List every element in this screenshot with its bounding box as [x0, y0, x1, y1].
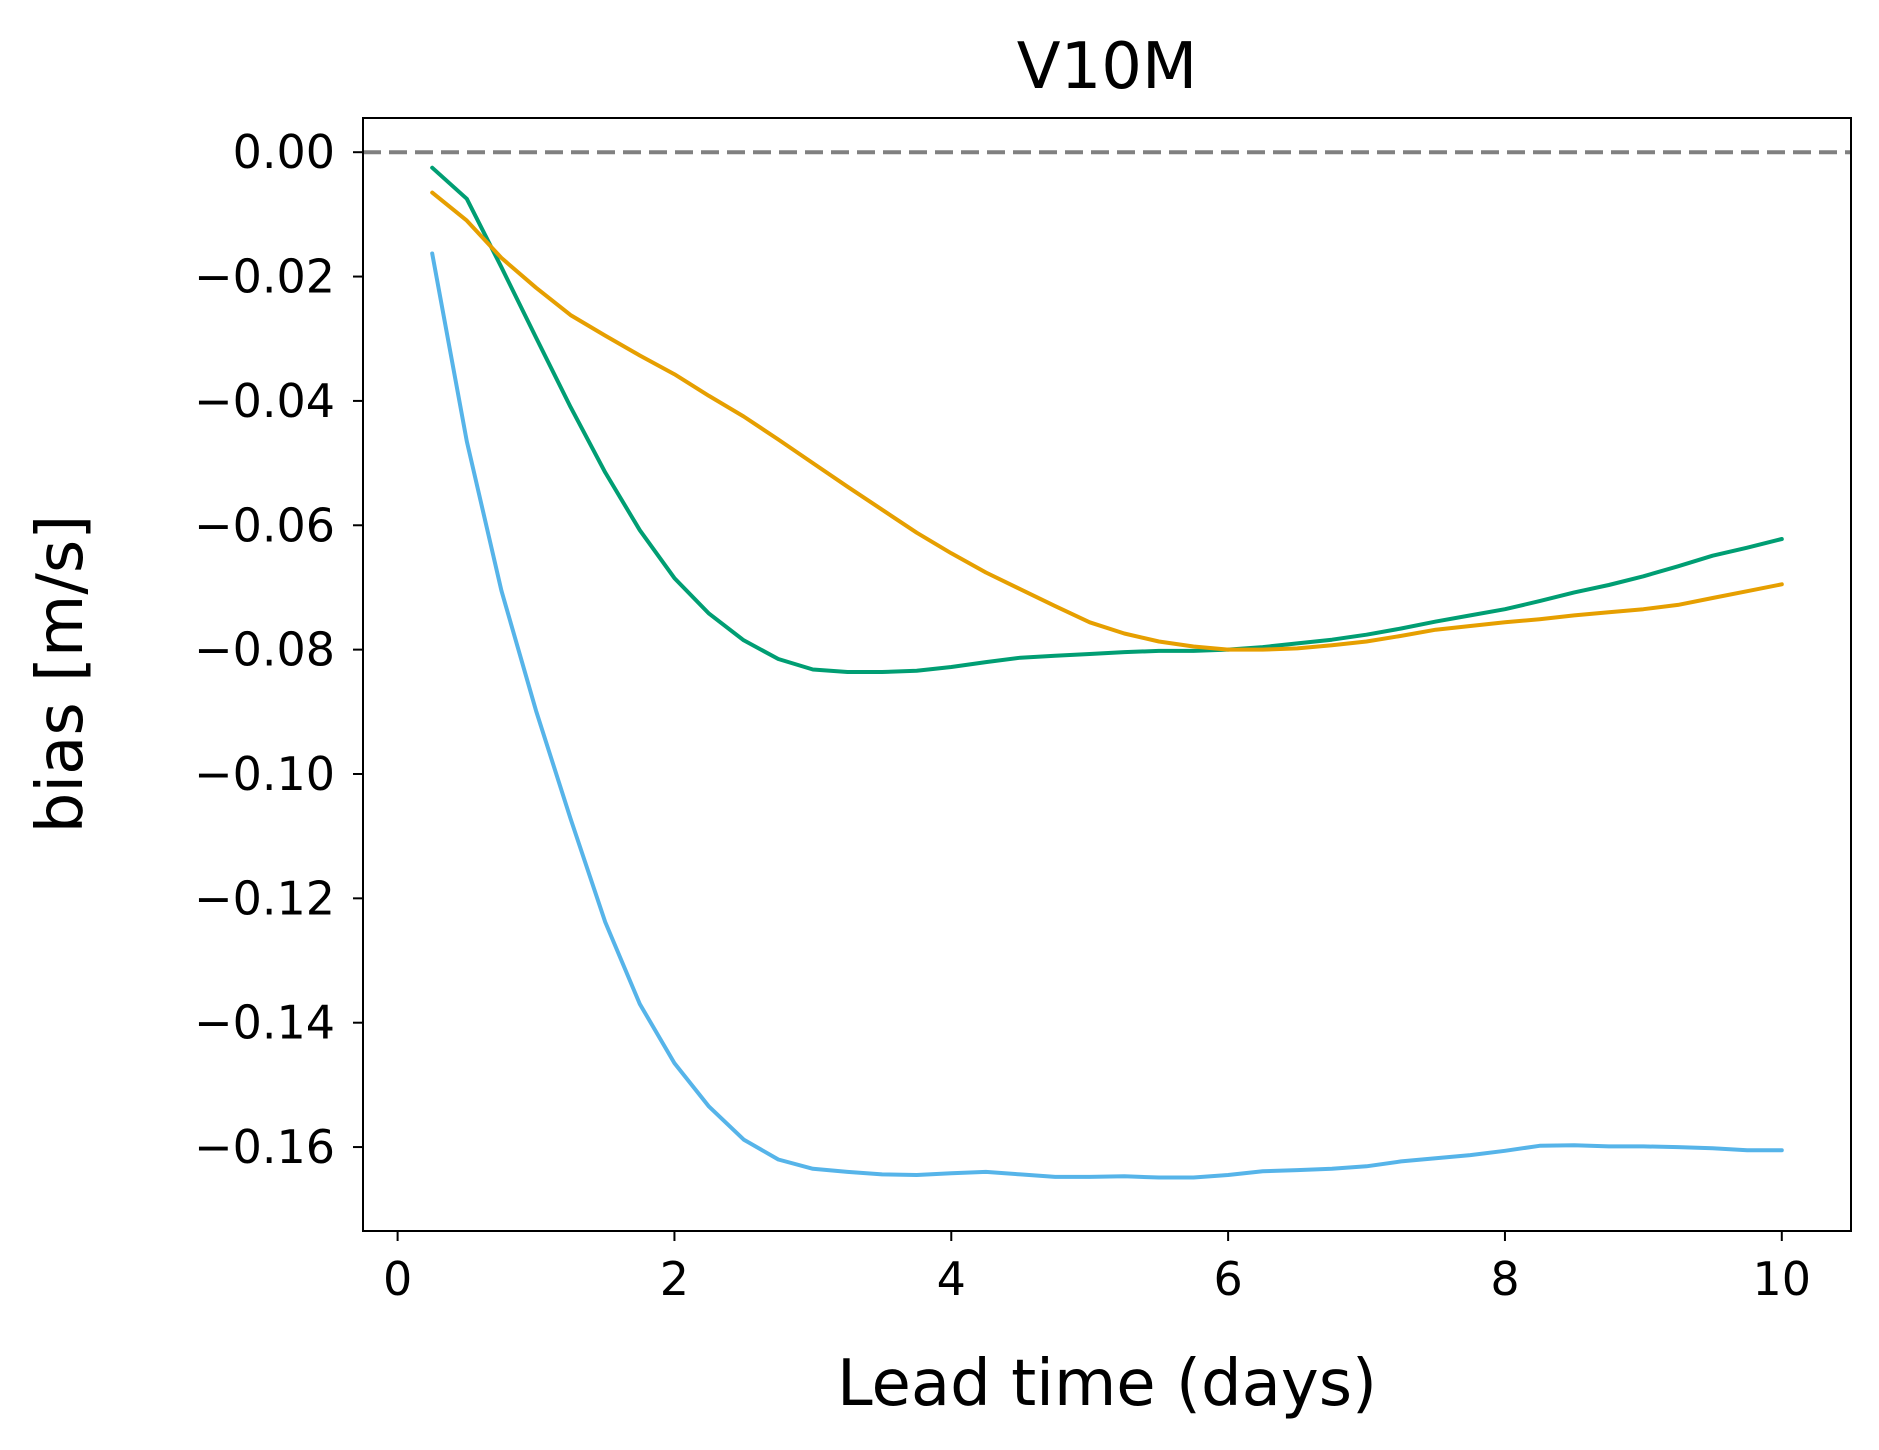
y-tick-label: −0.08 — [194, 623, 335, 677]
y-tick-label: −0.02 — [194, 250, 335, 304]
chart-title: V10M — [1017, 30, 1197, 104]
x-tick-label: 2 — [660, 1252, 689, 1306]
plot-frame — [362, 117, 1852, 1232]
y-tick-label: −0.04 — [194, 374, 335, 428]
x-tick-label: 4 — [937, 1252, 966, 1306]
series-layer — [430, 165, 1784, 1180]
x-axis-ticks: 0 2 4 6 8 10 — [383, 1231, 1811, 1306]
y-tick-label: −0.10 — [194, 747, 335, 801]
y-tick-label: 0.00 — [233, 125, 335, 179]
x-tick-label: 8 — [1490, 1252, 1519, 1306]
series-line-1 — [430, 251, 1784, 1180]
x-tick-label: 10 — [1753, 1252, 1812, 1306]
x-tick-label: 0 — [383, 1252, 412, 1306]
series-line-2 — [430, 165, 1784, 674]
y-axis-ticks: 0.00 −0.02 −0.04 −0.06 −0.08 −0.10 −0.12 −0.14 −… — [194, 125, 363, 1174]
y-tick-label: −0.06 — [194, 498, 335, 552]
y-tick-label: −0.12 — [194, 871, 335, 925]
x-tick-label: 6 — [1213, 1252, 1242, 1306]
y-axis-label: bias [m/s] — [24, 515, 98, 834]
plot-area — [362, 117, 1852, 1232]
series-line-3 — [430, 190, 1784, 652]
y-tick-label: −0.16 — [194, 1120, 335, 1174]
y-tick-label: −0.14 — [194, 996, 335, 1050]
x-axis-label: Lead time (days) — [837, 1347, 1377, 1421]
